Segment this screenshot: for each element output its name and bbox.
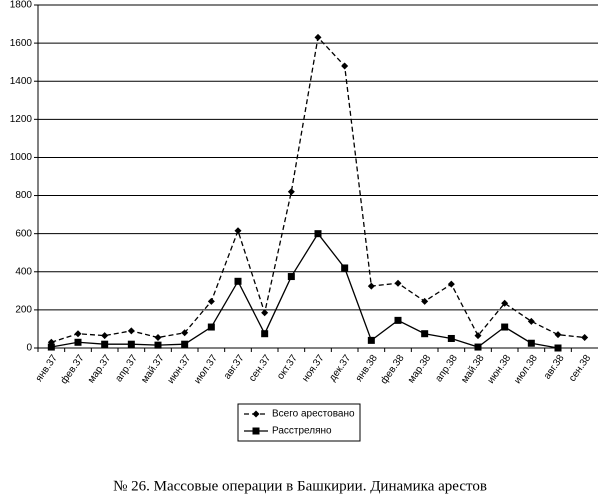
x-tick-label: фев.37 xyxy=(58,352,87,386)
data-point xyxy=(367,282,375,290)
data-point xyxy=(527,339,535,347)
y-tick-label: 400 xyxy=(15,266,32,277)
data-point xyxy=(101,340,109,348)
data-point xyxy=(127,327,135,335)
data-point xyxy=(154,341,162,349)
data-point xyxy=(314,230,322,238)
legend-label: Всего арестовано xyxy=(272,409,355,420)
x-tick-label: дек.37 xyxy=(327,353,353,384)
series-line xyxy=(51,35,585,343)
data-point xyxy=(314,33,322,41)
x-tick-label: авг.38 xyxy=(542,353,567,382)
data-point xyxy=(287,188,295,196)
x-tick-label: авг.37 xyxy=(222,353,247,382)
x-tick-label: май.37 xyxy=(139,353,167,386)
data-point xyxy=(554,331,562,339)
data-point xyxy=(154,334,162,342)
data-point xyxy=(181,340,189,348)
x-tick-label: апр.37 xyxy=(113,353,140,385)
x-tick-label: май.38 xyxy=(459,353,487,386)
data-point xyxy=(341,62,349,70)
x-tick-label: фев.38 xyxy=(378,352,407,386)
data-point xyxy=(261,330,269,338)
data-point xyxy=(501,299,509,307)
data-point xyxy=(287,273,295,281)
data-point xyxy=(421,330,429,338)
x-tick-label: ноя.37 xyxy=(300,353,327,385)
x-tick-label: июн.38 xyxy=(486,353,514,386)
data-point xyxy=(207,323,215,331)
chart-caption: № 26. Массовые операции в Башкирии. Дина… xyxy=(113,478,487,494)
y-tick-label: 1000 xyxy=(10,152,33,163)
y-tick-label: 600 xyxy=(15,228,32,239)
y-tick-label: 1200 xyxy=(10,114,33,125)
data-point xyxy=(421,297,429,305)
data-point xyxy=(474,343,482,351)
y-tick-label: 1400 xyxy=(10,76,33,87)
data-point xyxy=(74,338,82,346)
data-point xyxy=(47,343,55,351)
x-tick-label: июл.37 xyxy=(192,353,220,386)
y-tick-label: 0 xyxy=(26,343,32,354)
data-point xyxy=(127,340,135,348)
data-point xyxy=(74,330,82,338)
x-tick-label: окт.37 xyxy=(275,353,300,382)
data-point xyxy=(394,279,402,287)
x-tick-label: мар.37 xyxy=(86,353,114,386)
x-tick-label: июн.37 xyxy=(166,353,194,386)
legend-marker xyxy=(252,410,260,418)
legend-label: Расстреляно xyxy=(272,426,332,437)
data-point xyxy=(447,280,455,288)
y-tick-label: 1800 xyxy=(10,0,33,11)
data-point xyxy=(181,329,189,337)
data-point xyxy=(341,264,349,272)
x-tick-label: июл.38 xyxy=(512,353,540,386)
x-tick-label: сен.37 xyxy=(247,353,273,384)
data-point xyxy=(367,336,375,344)
data-point xyxy=(234,277,242,285)
data-point xyxy=(207,297,215,305)
data-point xyxy=(101,332,109,340)
series-line xyxy=(51,232,559,349)
data-point xyxy=(554,344,562,352)
data-point xyxy=(581,334,589,342)
data-point xyxy=(501,323,509,331)
x-tick-label: сен.38 xyxy=(567,353,593,384)
data-point xyxy=(474,332,482,340)
data-point xyxy=(447,334,455,342)
legend-marker xyxy=(252,427,260,435)
x-tick-label: янв.38 xyxy=(354,353,381,384)
data-point xyxy=(527,317,535,325)
y-tick-label: 200 xyxy=(15,305,32,316)
data-point xyxy=(234,227,242,235)
data-point xyxy=(394,316,402,324)
data-point xyxy=(261,309,269,317)
x-tick-label: мар.38 xyxy=(406,353,434,386)
y-tick-label: 800 xyxy=(15,190,32,201)
y-tick-label: 1600 xyxy=(10,38,33,49)
x-tick-label: апр.38 xyxy=(433,353,460,385)
legend-box xyxy=(237,403,361,442)
x-tick-label: янв.37 xyxy=(34,353,61,384)
